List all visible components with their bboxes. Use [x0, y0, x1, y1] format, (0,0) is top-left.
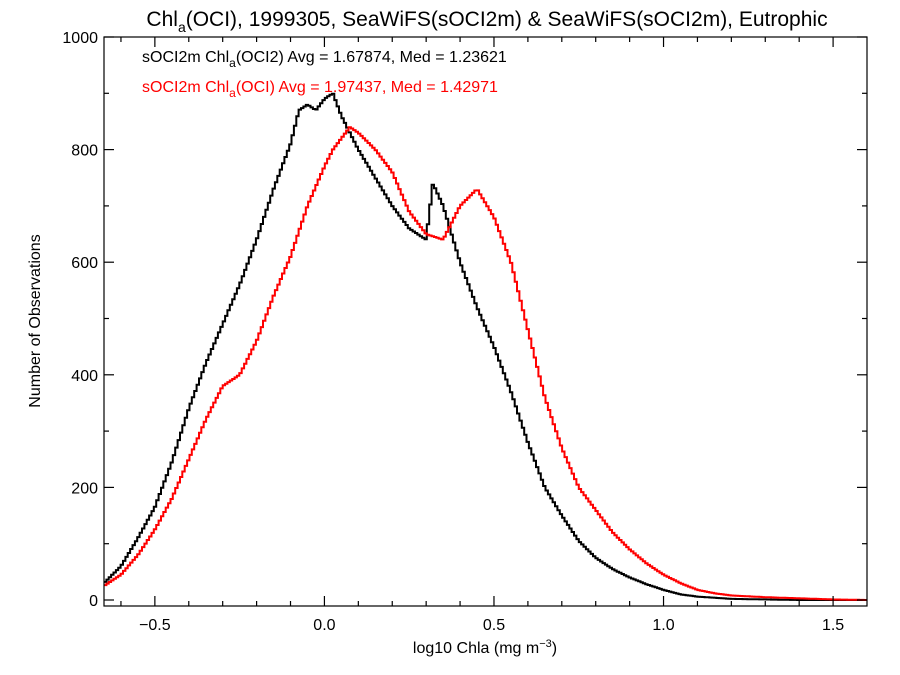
legend-entry-red: sOCI2m Chla(OCI) Avg = 1.97437, Med = 1.… [142, 79, 498, 100]
y-tick-label: 1000 [62, 30, 98, 47]
y-tick-label: 0 [89, 593, 98, 610]
y-axis-ticks: 0 200 400 600 800 1000 [62, 30, 867, 610]
chart-title-main: Chl [146, 8, 178, 31]
chart-title-subscript: a [178, 19, 186, 35]
y-tick-label: 200 [71, 480, 98, 497]
y-tick-label: 400 [71, 368, 98, 385]
x-axis-label-main: log10 Chla (mg m [413, 640, 539, 657]
legend-red-subscript: a [229, 86, 236, 100]
series-red-histogram [104, 126, 867, 601]
plot-frame [103, 36, 868, 607]
legend-black-pre: sOCI2m Chl [142, 49, 229, 66]
legend: sOCI2m Chla(OCI2) Avg = 1.67874, Med = 1… [142, 49, 507, 100]
y-axis-label: Number of Observations [27, 234, 44, 407]
series-black-histogram [104, 92, 867, 601]
x-tick-label: 0.5 [483, 617, 505, 634]
legend-entry-black: sOCI2m Chla(OCI2) Avg = 1.67874, Med = 1… [142, 49, 507, 70]
legend-black-post: (OCI2) Avg = 1.67874, Med = 1.23621 [236, 49, 507, 66]
x-axis-label: log10 Chla (mg m−3) [413, 638, 557, 657]
x-axis-ticks: −0.5 0.0 0.5 1.0 1.5 [120, 37, 844, 634]
x-axis-label-superscript: −3 [539, 638, 552, 650]
series-group [104, 92, 867, 601]
x-tick-label: 1.5 [822, 617, 844, 634]
legend-red-pre: sOCI2m Chl [142, 79, 229, 96]
chart-title: Chla(OCI), 1999305, SeaWiFS(sOCI2m) & Se… [146, 8, 827, 35]
y-tick-label: 800 [71, 143, 98, 160]
chart-title-rest: (OCI), 1999305, SeaWiFS(sOCI2m) & SeaWiF… [186, 8, 828, 31]
legend-black-subscript: a [229, 56, 236, 70]
y-tick-label: 600 [71, 255, 98, 272]
x-tick-label: 1.0 [652, 617, 674, 634]
x-tick-label: −0.5 [139, 617, 171, 634]
legend-red-post: (OCI) Avg = 1.97437, Med = 1.42971 [236, 79, 498, 96]
x-axis-label-end: ) [552, 640, 557, 657]
x-tick-label: 0.0 [313, 617, 335, 634]
